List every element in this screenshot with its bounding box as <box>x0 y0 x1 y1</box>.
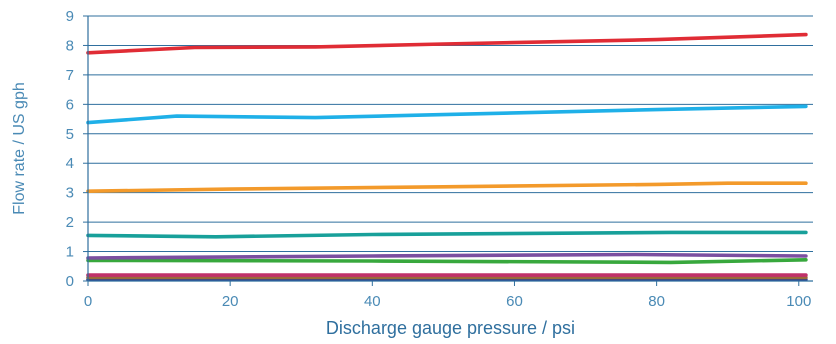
series-line <box>86 230 808 239</box>
axes <box>83 15 813 286</box>
y-tick-label: 0 <box>66 273 74 290</box>
series-line <box>86 181 808 193</box>
y-axis-title: Flow rate / US gph <box>11 82 28 215</box>
x-tick-label: 80 <box>648 293 665 310</box>
series-layer <box>86 32 808 282</box>
x-tick-label: 40 <box>364 293 381 310</box>
y-tick-label: 3 <box>66 185 74 202</box>
y-tick-label: 4 <box>66 155 74 172</box>
series-line <box>86 32 808 55</box>
series-line <box>86 252 808 260</box>
y-tick-label: 9 <box>66 8 74 25</box>
x-tick-label: 60 <box>506 293 523 310</box>
grid <box>88 15 813 253</box>
x-axis-title: Discharge gauge pressure / psi <box>326 318 575 338</box>
y-tick-label: 8 <box>66 37 74 54</box>
y-tick-label: 7 <box>66 67 74 84</box>
x-tick-label: 20 <box>222 293 239 310</box>
y-tick-label: 1 <box>66 244 74 261</box>
series-line <box>86 257 808 265</box>
x-tick-label: 100 <box>786 293 811 310</box>
tick-labels: 0 1 2 3 4 5 6 7 8 9 0 20 40 60 80 100 <box>66 8 812 310</box>
series-line <box>86 104 808 125</box>
y-tick-label: 5 <box>66 126 74 143</box>
y-tick-label: 6 <box>66 96 74 113</box>
x-tick-label: 0 <box>84 293 92 310</box>
y-tick-label: 2 <box>66 214 74 231</box>
